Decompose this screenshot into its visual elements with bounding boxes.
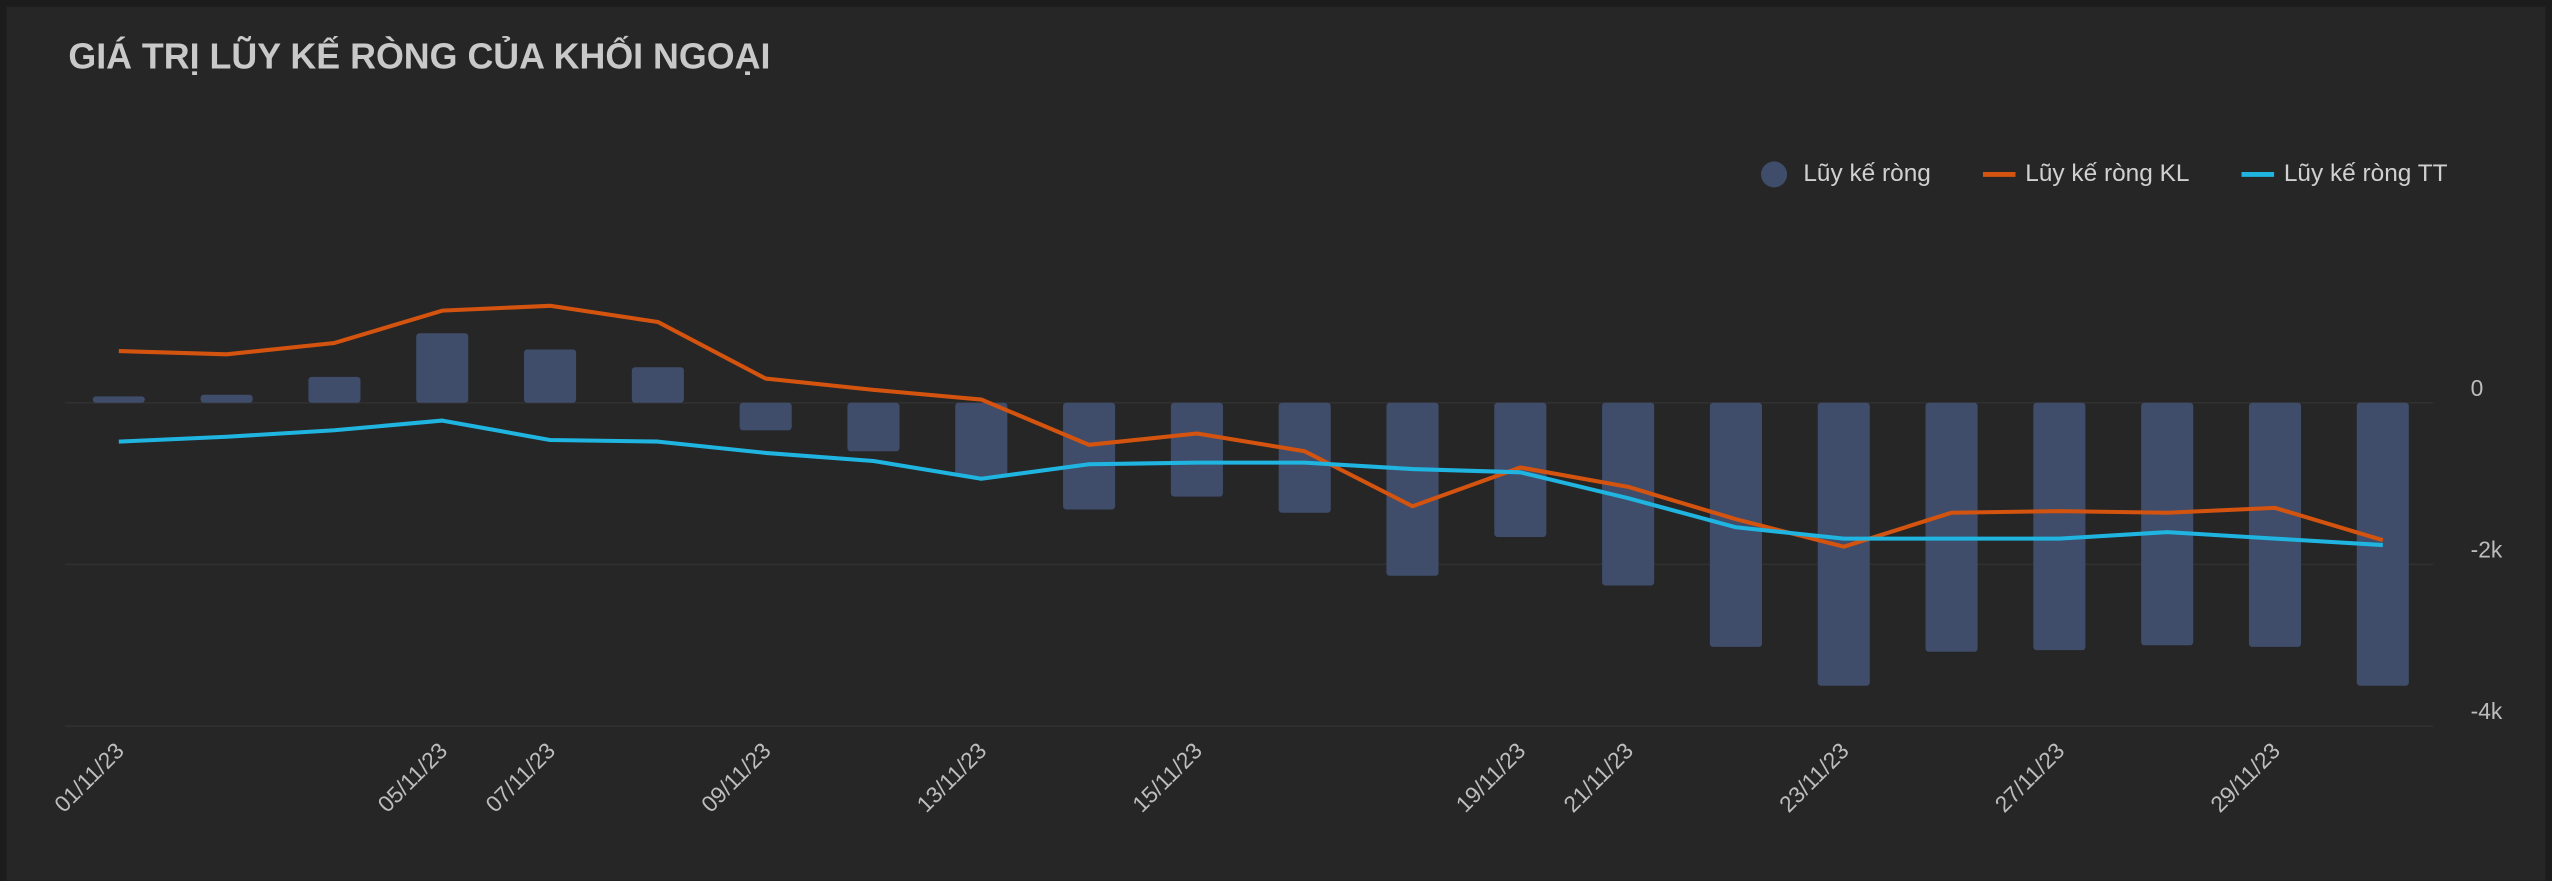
bar [200, 394, 253, 403]
panel [6, 6, 2546, 881]
bar [631, 367, 684, 403]
bar [955, 402, 1008, 478]
bar [2141, 402, 2194, 646]
chart-title: GIÁ TRỊ LŨY KẾ RÒNG CỦA KHỐI NGOẠI [68, 36, 770, 76]
bar [416, 333, 469, 403]
legend-label: Lũy kế ròng KL [2025, 160, 2189, 187]
bar [1278, 402, 1331, 513]
line [118, 418, 2383, 548]
bar [1709, 402, 1762, 647]
bar [92, 396, 145, 403]
legend-label: Lũy kế ròng [1803, 160, 1931, 187]
bar [2033, 402, 2086, 651]
bar [1386, 402, 1439, 576]
y-tick-label: 0 [2471, 375, 2484, 401]
legend-marker [1761, 161, 1788, 188]
bar [1602, 402, 1655, 586]
y-tick-label: -2k [2471, 536, 2503, 562]
legend-label: Lũy kế ròng TT [2284, 160, 2448, 187]
bar [1494, 402, 1547, 537]
bar [2248, 402, 2302, 647]
bar [524, 349, 577, 403]
y-tick-label: -4k [2471, 698, 2503, 724]
bar [1170, 402, 1223, 497]
bar [1063, 402, 1116, 510]
line [118, 303, 2384, 549]
bar [308, 376, 361, 403]
bar [1925, 402, 1978, 652]
bar [847, 402, 900, 452]
bar [1817, 402, 1870, 686]
bar [739, 402, 792, 431]
